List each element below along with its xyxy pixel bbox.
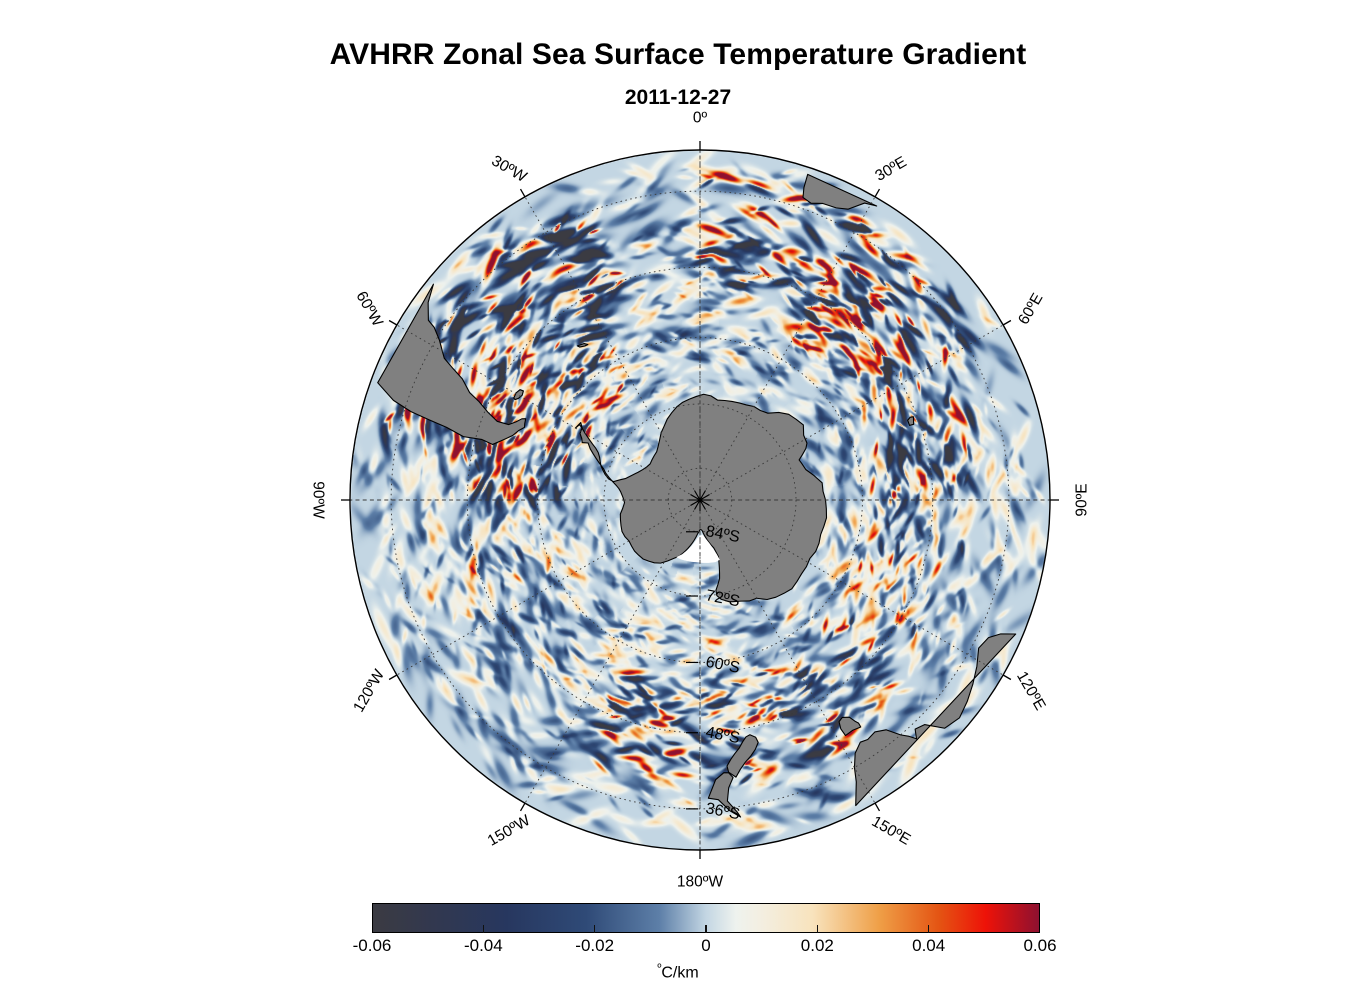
colorbar-tick	[816, 925, 819, 933]
landmass-falkland-islands	[513, 389, 524, 401]
colorbar-tick-label: -0.04	[463, 936, 503, 955]
unit-text: C/km	[661, 964, 699, 982]
colorbar-tick-label: 0.04	[912, 936, 946, 955]
colorbar-tick	[593, 925, 596, 933]
longitude-tick	[874, 188, 881, 198]
colorbar-tick-label: 0.02	[800, 936, 834, 955]
colorbar-tick-label: -0.06	[352, 936, 392, 955]
landmass-kerguelen	[907, 416, 915, 426]
latitude-label-60ºS: 60ºS	[704, 654, 741, 677]
colorbar	[372, 903, 1040, 933]
longitude-tick	[388, 674, 398, 681]
longitude-label-0º: 0º	[693, 110, 708, 127]
longitude-label-60ºE: 60ºE	[1015, 290, 1046, 327]
colorbar-tick	[482, 925, 485, 933]
latitude-labels: 84ºS 72ºS 60ºS 48ºS 36ºS	[686, 523, 741, 823]
latitude-circle-36S	[390, 190, 1010, 810]
landmass-southern-africa	[802, 173, 878, 210]
latitude-label-36ºS: 36ºS	[704, 800, 741, 823]
longitude-label-30ºW: 30ºW	[488, 152, 529, 186]
longitude-tick	[519, 802, 526, 812]
colorbar-tick-label: -0.02	[575, 936, 615, 955]
latitude-label-48ºS: 48ºS	[704, 724, 741, 747]
longitude-tick	[519, 188, 526, 198]
longitude-label-150ºW: 150ºW	[485, 812, 534, 850]
longitude-label-120ºE: 120ºE	[1013, 669, 1049, 714]
longitude-label-120ºW: 120ºW	[350, 666, 388, 715]
figure-title: AVHRR Zonal Sea Surface Temperature Grad…	[329, 38, 1027, 71]
longitude-label-90ºW: 90ºW	[310, 481, 327, 519]
colorbar-tick-label: 0	[701, 936, 711, 955]
longitude-tick	[388, 319, 398, 326]
longitude-label-30ºE: 30ºE	[872, 154, 909, 185]
colorbar-tick-label: 0.06	[1023, 936, 1057, 955]
longitude-label-180ºW: 180ºW	[677, 874, 724, 891]
longitude-label-60ºW: 60ºW	[352, 288, 386, 329]
colorbar-tick	[705, 925, 707, 933]
latitude-label-84ºS: 84ºS	[704, 523, 741, 546]
landmass-tasmania	[838, 716, 862, 737]
colorbar-unit-label: ºC/km	[0, 962, 1356, 982]
landmass-australia	[853, 633, 1017, 807]
colorbar-tick-labels: -0.06 -0.04 -0.02 0 0.02 0.04 0.06	[353, 936, 1057, 958]
longitude-tick	[1002, 319, 1012, 326]
landmass-new-zealand-north	[707, 772, 742, 818]
figure-subtitle: 2011-12-27	[624, 86, 732, 109]
longitude-tick	[1002, 674, 1012, 681]
degree-symbol: º	[657, 962, 662, 974]
colorbar-tick	[927, 925, 930, 933]
graticule	[350, 150, 1050, 850]
longitude-label-90ºE: 90ºE	[1074, 483, 1091, 516]
landmass-south-georgia	[576, 342, 589, 348]
south-pole-marker	[689, 489, 711, 511]
longitude-label-150ºE: 150ºE	[869, 813, 914, 849]
longitude-tick	[874, 802, 881, 812]
landmass-south-america	[377, 283, 527, 445]
ross-ice-shelf	[676, 534, 720, 563]
latitude-label-72ºS: 72ºS	[704, 587, 741, 610]
landmass-new-zealand-south	[726, 734, 759, 778]
